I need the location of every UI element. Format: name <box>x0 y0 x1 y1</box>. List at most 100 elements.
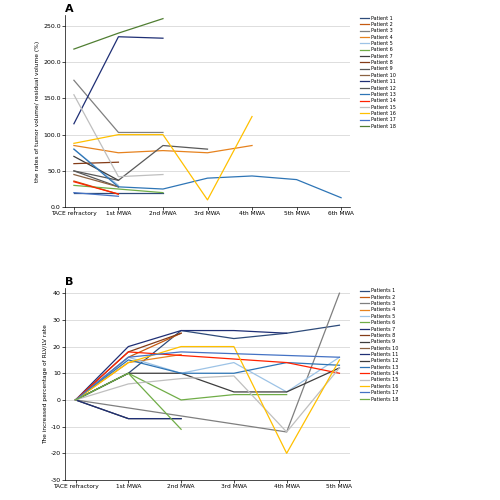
Line: Patients 4: Patients 4 <box>76 354 181 400</box>
Patients 16 <box>126 360 132 366</box>
Patient 13 <box>249 173 255 179</box>
Line: Patient 11: Patient 11 <box>74 37 163 124</box>
Patient 4 <box>71 142 77 148</box>
Line: Patients 7: Patients 7 <box>76 330 286 400</box>
Patients 13 <box>336 362 342 368</box>
Patients 13 <box>126 357 132 363</box>
Patient 4 <box>204 150 210 156</box>
Patient 16 <box>71 140 77 146</box>
Patients 17 <box>178 349 184 355</box>
Patients 17 <box>72 397 78 403</box>
Line: Patient 7: Patient 7 <box>74 156 118 180</box>
Patients 5 <box>336 354 342 360</box>
Line: Patient 6: Patient 6 <box>74 186 163 192</box>
Patient 16 <box>116 132 121 138</box>
Line: Patients 13: Patients 13 <box>76 360 340 400</box>
Patient 3 <box>160 130 166 136</box>
Patient 15 <box>71 92 77 98</box>
Patients 9 <box>72 397 78 403</box>
Patient 3 <box>71 78 77 84</box>
Patients 14 <box>284 360 290 366</box>
Patient 7 <box>116 178 121 184</box>
Patients 12 <box>178 370 184 376</box>
Line: Patient 18: Patient 18 <box>74 18 163 49</box>
Patients 18 <box>126 370 132 376</box>
Patients 12 <box>336 365 342 371</box>
Patient 6 <box>71 182 77 188</box>
Patients 6 <box>231 392 237 398</box>
Line: Patient 4: Patient 4 <box>74 146 252 153</box>
Patients 8 <box>126 349 132 355</box>
Patient 15 <box>116 174 121 180</box>
Line: Patient 17: Patient 17 <box>74 192 118 196</box>
Text: A: A <box>65 4 74 14</box>
Patients 16 <box>178 344 184 349</box>
Patients 14 <box>126 349 132 355</box>
Line: Patients 5: Patients 5 <box>76 357 340 400</box>
Patients 7 <box>126 344 132 349</box>
Line: Patients 8: Patients 8 <box>76 333 181 400</box>
Patient 13 <box>294 176 300 182</box>
Patient 12 <box>116 178 121 184</box>
Line: Patients 15: Patients 15 <box>76 368 340 432</box>
Patient 4 <box>249 142 255 148</box>
Patients 15 <box>284 429 290 435</box>
Legend: Patient 1, Patient 2, Patient 3, Patient 4, Patient 5, Patient 6, Patient 7, Pat: Patient 1, Patient 2, Patient 3, Patient… <box>358 14 398 130</box>
Line: Patient 8: Patient 8 <box>74 162 118 164</box>
Patient 6 <box>160 190 166 196</box>
Patient 18 <box>116 30 121 36</box>
Text: B: B <box>65 277 74 287</box>
Patients 7 <box>231 328 237 334</box>
Patients 6 <box>126 370 132 376</box>
Patients 1 <box>126 370 132 376</box>
Patients 12 <box>126 370 132 376</box>
Line: Patient 12: Patient 12 <box>74 146 208 180</box>
Patients 17 <box>336 354 342 360</box>
Patients 15 <box>336 365 342 371</box>
Patients 12 <box>72 397 78 403</box>
Patient 6 <box>116 186 121 192</box>
Patients 8 <box>178 330 184 336</box>
Patients 12 <box>231 389 237 395</box>
Patients 18 <box>178 426 184 432</box>
Patients 4 <box>178 352 184 358</box>
Patients 4 <box>72 397 78 403</box>
Line: Patient 10: Patient 10 <box>74 174 118 187</box>
Patients 13 <box>72 397 78 403</box>
Line: Patient 2: Patient 2 <box>74 181 118 194</box>
Line: Patient 3: Patient 3 <box>74 80 163 132</box>
Patients 16 <box>231 344 237 349</box>
Patients 9 <box>126 416 132 422</box>
Patients 14 <box>72 397 78 403</box>
Patients 7 <box>284 330 290 336</box>
Patient 14 <box>71 179 77 185</box>
Patients 7 <box>178 328 184 334</box>
Line: Patient 14: Patient 14 <box>74 182 118 194</box>
Patient 13 <box>71 146 77 152</box>
Line: Patient 9: Patient 9 <box>74 171 118 187</box>
Patients 9 <box>178 416 184 422</box>
Patient 13 <box>116 184 121 190</box>
Patient 1 <box>71 190 77 196</box>
Patients 1 <box>231 336 237 342</box>
Patients 3 <box>284 429 290 435</box>
Line: Patients 17: Patients 17 <box>76 352 340 400</box>
Patient 10 <box>71 172 77 177</box>
Patients 1 <box>72 397 78 403</box>
Patients 16 <box>336 357 342 363</box>
Patient 11 <box>160 35 166 41</box>
Y-axis label: The increased percentage of RLV/LV rate: The increased percentage of RLV/LV rate <box>43 324 48 444</box>
Patients 5 <box>178 370 184 376</box>
Patient 11 <box>116 34 121 40</box>
Patient 17 <box>71 190 77 196</box>
Patient 2 <box>116 191 121 197</box>
Y-axis label: the rates of tumor volume/ residual volume (%): the rates of tumor volume/ residual volu… <box>36 40 41 182</box>
Patient 16 <box>249 114 255 119</box>
Patients 1 <box>178 328 184 334</box>
Patient 11 <box>71 121 77 127</box>
Line: Patient 16: Patient 16 <box>74 116 252 200</box>
Patients 6 <box>72 397 78 403</box>
Patient 2 <box>71 178 77 184</box>
Patient 1 <box>160 190 166 196</box>
Patient 17 <box>116 194 121 200</box>
